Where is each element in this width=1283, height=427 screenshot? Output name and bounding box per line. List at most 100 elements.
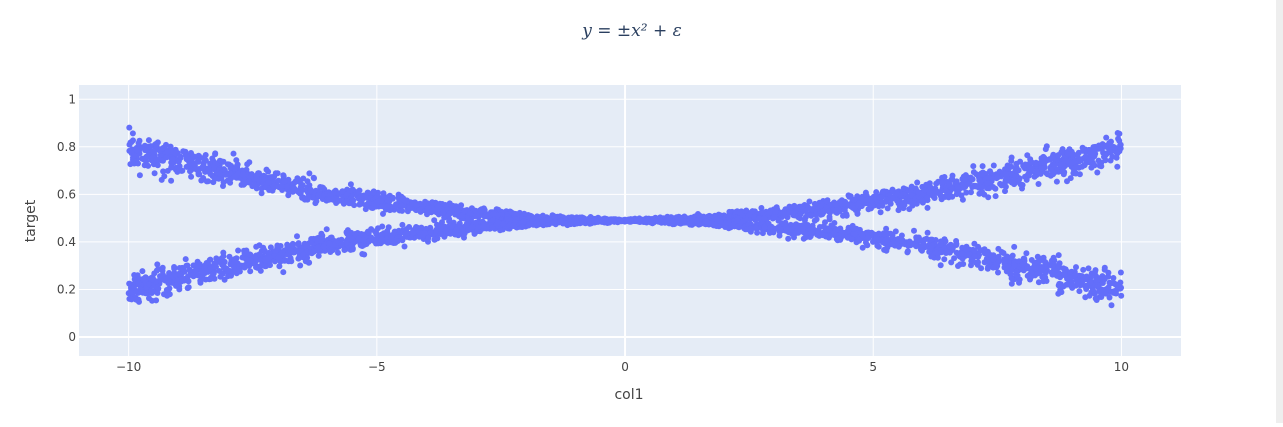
data-point [941,256,948,263]
data-point [887,230,894,237]
data-point [820,223,827,230]
data-point [527,220,534,227]
data-point [203,178,210,185]
data-point [876,194,883,201]
data-point [971,253,978,259]
data-point [303,242,310,249]
data-point [580,219,587,226]
data-point [176,166,183,173]
data-point [1055,152,1062,159]
data-point [756,215,763,222]
data-point [320,243,327,250]
data-point [1013,160,1020,167]
y-tick-label: 0.8 [57,140,76,154]
data-point [747,225,754,232]
data-point [1049,263,1056,269]
data-point [253,243,260,250]
data-point [326,240,333,247]
data-point [924,229,931,236]
data-point [985,174,992,181]
data-point [831,230,838,236]
data-point [992,193,999,200]
data-point [141,162,148,169]
data-point [1117,269,1124,276]
data-point [188,173,195,180]
data-point [288,258,295,265]
data-point [870,238,876,245]
data-point [894,190,901,197]
data-point [212,150,219,157]
data-point [1009,252,1016,259]
data-point [734,223,741,230]
data-point [923,181,930,188]
data-point [986,185,992,192]
data-point [429,199,436,206]
data-point [205,167,212,174]
data-point [851,231,858,238]
data-point [149,276,156,283]
data-point [280,173,287,180]
data-point [1116,130,1123,137]
data-point [1112,144,1118,151]
data-point [984,180,991,187]
data-point [384,228,391,235]
data-point [826,213,833,220]
data-point [210,270,217,277]
data-point [151,149,157,155]
data-point [351,202,358,209]
data-point [883,225,890,232]
chart-title: y = ±x² + ε [581,21,681,41]
data-point [915,189,922,196]
data-point [153,143,160,150]
data-point [924,194,930,201]
data-point [906,198,913,205]
data-point [182,256,189,263]
data-point [145,137,152,144]
data-point [904,249,911,256]
data-point [808,212,815,219]
data-point [159,271,166,278]
data-point [356,201,363,208]
data-point [1077,282,1084,289]
data-point [196,171,203,178]
data-point [394,238,401,245]
data-point [807,226,814,233]
data-point [934,254,941,261]
data-point [374,198,381,205]
data-point [941,174,948,180]
data-point [544,216,551,223]
data-point [446,210,453,217]
data-point [1064,151,1071,157]
data-point [146,281,152,288]
data-point [349,246,356,253]
data-point [448,223,455,230]
data-point [233,172,240,179]
data-point [946,181,953,188]
data-point [970,163,977,170]
data-point [176,286,183,293]
data-point [297,179,303,186]
data-point [794,228,801,235]
data-point [145,143,152,150]
data-point [187,168,193,175]
data-point [864,242,871,249]
data-point [791,234,797,241]
data-point [1106,294,1113,301]
data-point [166,291,173,298]
data-point [844,227,851,234]
data-point [1008,280,1015,287]
data-point [230,150,237,157]
data-point [860,196,866,203]
data-point [136,137,143,144]
scrollbar-track[interactable] [1276,0,1283,423]
data-point [1035,279,1042,286]
data-point [410,229,417,236]
data-point [953,238,960,244]
data-point [344,198,351,205]
data-point [128,288,135,295]
data-point [1052,268,1059,275]
data-point [424,208,430,214]
data-point [472,213,479,219]
